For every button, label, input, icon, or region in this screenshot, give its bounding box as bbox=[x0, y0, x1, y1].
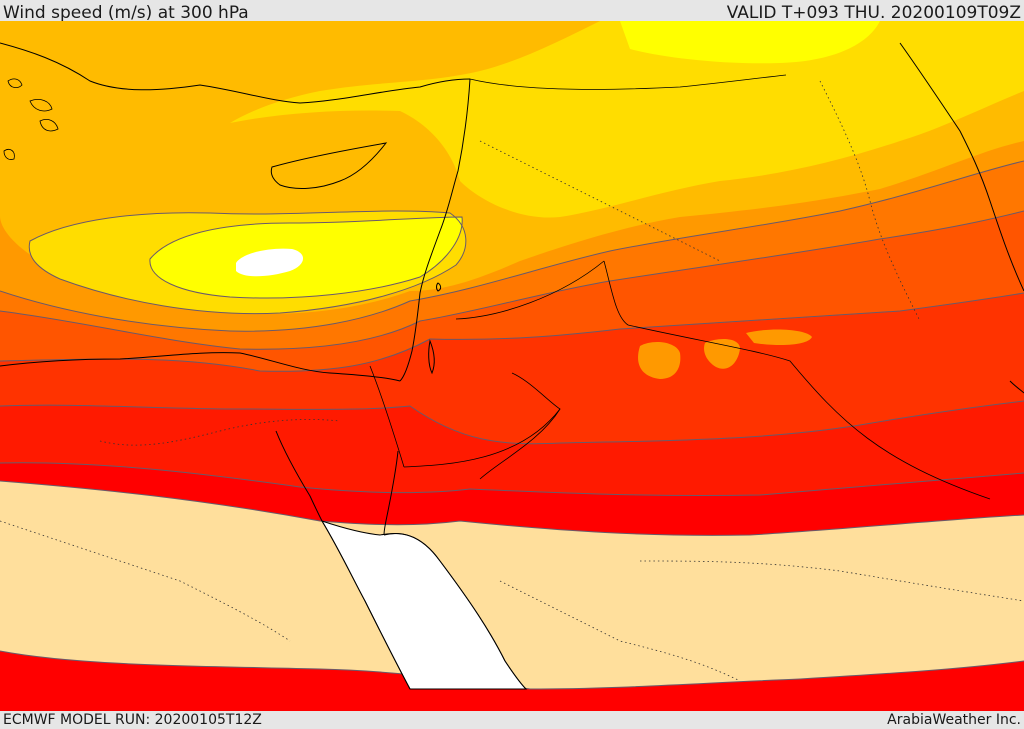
coastlines bbox=[0, 42, 1024, 690]
header-bar: Wind speed (m/s) at 300 hPa VALID T+093 … bbox=[0, 0, 1024, 23]
blob-orange-east-3 bbox=[746, 329, 812, 345]
model-run-label: ECMWF MODEL RUN: 20200105T12Z bbox=[3, 712, 262, 728]
band-red-south bbox=[0, 651, 1024, 711]
band-yellow-core bbox=[149, 217, 463, 299]
gulf-of-suez bbox=[275, 430, 323, 522]
wind-speed-map bbox=[0, 21, 1024, 711]
gulf-of-aqaba bbox=[383, 450, 399, 536]
blob-orange-east-1 bbox=[638, 341, 681, 379]
aegean-islands bbox=[3, 78, 59, 160]
footer-bar: ECMWF MODEL RUN: 20200105T12Z ArabiaWeat… bbox=[0, 711, 1024, 729]
band-calm-core bbox=[236, 248, 304, 277]
borders bbox=[369, 74, 991, 500]
band-gold bbox=[230, 21, 1024, 218]
map-title: Wind speed (m/s) at 300 hPa bbox=[3, 3, 249, 23]
isotach-contours bbox=[0, 160, 1024, 690]
valid-time-label: VALID T+093 THU. 20200109T09Z bbox=[726, 3, 1021, 23]
internal-boundaries bbox=[0, 80, 1024, 682]
band-yellow-top bbox=[620, 21, 880, 64]
credit-label: ArabiaWeather Inc. bbox=[887, 712, 1021, 728]
